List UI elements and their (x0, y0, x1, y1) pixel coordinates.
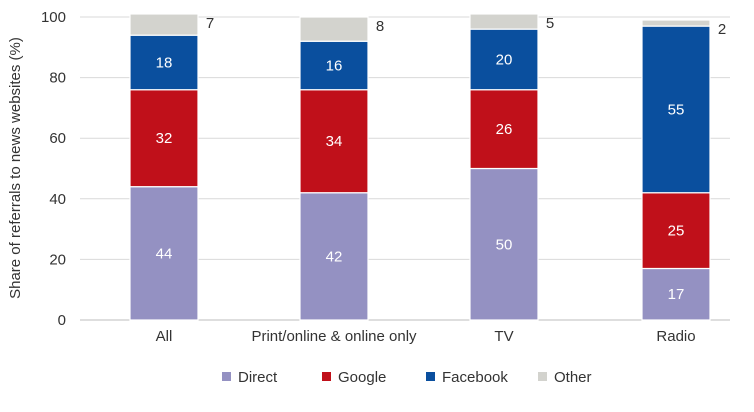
x-tick-label: Print/online & online only (251, 328, 417, 345)
bar-segment-other (469, 13, 539, 30)
legend-swatch (538, 372, 547, 381)
bar-segment-facebook (641, 25, 711, 194)
legend: Direct Google Facebook Other (222, 369, 592, 386)
data-label: 8 (376, 18, 384, 35)
legend-swatch (426, 372, 435, 381)
data-label: 55 (668, 101, 685, 118)
y-axis-title: Share of referrals to news websites (%) (7, 37, 24, 299)
bar-segment-facebook (469, 28, 539, 91)
data-label: 2 (718, 21, 726, 38)
legend-label: Facebook (442, 369, 508, 386)
legend-label: Direct (238, 369, 278, 386)
bars: 44 32 18 7 42 34 16 8 50 26 20 5 17 25 55 2 (129, 13, 726, 321)
y-tick-label: 20 (49, 251, 66, 268)
y-axis: 0 20 40 60 80 100 (41, 9, 66, 329)
legend-label: Other (554, 369, 592, 386)
bar-stack: 17 25 55 2 (641, 19, 726, 321)
bar-segment-other (299, 16, 369, 42)
y-tick-label: 60 (49, 130, 66, 147)
y-tick-label: 80 (49, 70, 66, 87)
data-label: 34 (326, 133, 343, 150)
x-axis-labels: All Print/online & online only TV Radio (156, 328, 696, 345)
data-label: 26 (496, 121, 513, 138)
bar-segment-direct (129, 186, 199, 321)
data-label: 17 (668, 286, 685, 303)
y-tick-label: 0 (58, 312, 66, 329)
bar-segment-facebook (129, 34, 199, 91)
data-label: 7 (206, 15, 214, 32)
bar-segment-facebook (299, 40, 369, 91)
data-label: 16 (326, 57, 343, 74)
bar-segment-google (641, 192, 711, 270)
y-tick-label: 40 (49, 191, 66, 208)
legend-label: Google (338, 369, 386, 386)
y-tick-label: 100 (41, 9, 66, 26)
data-label: 32 (156, 130, 173, 147)
bar-segment-google (469, 89, 539, 170)
data-label: 5 (546, 15, 554, 32)
legend-item: Google (322, 369, 386, 386)
bar-segment-google (299, 89, 369, 194)
data-label: 50 (496, 236, 513, 253)
bar-segment-google (129, 89, 199, 188)
bar-stack: 44 32 18 7 (129, 13, 214, 321)
data-label: 20 (496, 51, 513, 68)
x-tick-label: TV (494, 328, 513, 345)
bar-stack: 42 34 16 8 (299, 16, 384, 321)
legend-item: Facebook (426, 369, 508, 386)
bar-segment-direct (469, 167, 539, 321)
bar-segment-direct (641, 267, 711, 321)
bar-segment-other (129, 13, 199, 36)
data-label: 44 (156, 245, 173, 262)
bar-segment-other (641, 19, 711, 27)
legend-swatch (222, 372, 231, 381)
legend-item: Other (538, 369, 592, 386)
data-label: 42 (326, 248, 343, 265)
x-tick-label: All (156, 328, 173, 345)
legend-swatch (322, 372, 331, 381)
legend-item: Direct (222, 369, 278, 386)
x-tick-label: Radio (656, 328, 695, 345)
data-label: 18 (156, 54, 173, 71)
data-label: 25 (668, 223, 685, 240)
bar-stack: 50 26 20 5 (469, 13, 554, 321)
